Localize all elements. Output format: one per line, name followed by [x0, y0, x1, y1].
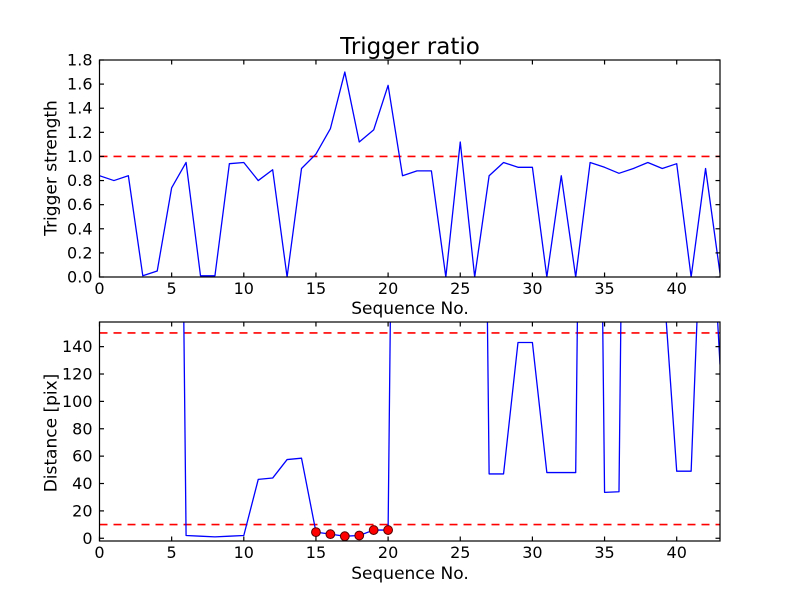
x-tick-label: 35 [594, 279, 614, 298]
y-tick-label: 0.4 [67, 219, 92, 238]
top-y-axis-label: Trigger strength [41, 100, 62, 236]
matched-distance-points [311, 525, 394, 541]
x-tick-label: 0 [94, 279, 104, 298]
y-tick-label: 1.2 [67, 123, 92, 142]
x-tick-label: 15 [306, 543, 326, 562]
data-point-marker [325, 529, 336, 540]
bottom-x-axis-label: Sequence No. [351, 564, 469, 584]
y-tick-label: 140 [62, 337, 93, 356]
plot-data-area [99, 71, 720, 277]
x-tick-label: 40 [667, 543, 687, 562]
x-tick-label: 20 [378, 543, 398, 562]
bottom-y-axis-label: Distance [pix] [41, 373, 62, 493]
tick-marks [98, 59, 720, 278]
x-tick-label: 5 [167, 543, 177, 562]
y-tick-label: 40 [72, 474, 92, 493]
y-tick-label: 1.0 [67, 147, 92, 166]
y-tick-label: 1.6 [67, 75, 92, 94]
tick-labels: 0 5 10 15 20 25 30 35 40 0 20 40 60 80 100 120 140 [62, 337, 687, 562]
x-tick-label: 15 [306, 279, 326, 298]
x-tick-label: 40 [667, 279, 687, 298]
y-tick-label: 80 [72, 419, 92, 438]
chart-title: Trigger ratio [340, 34, 480, 60]
axes-spines [98, 321, 721, 542]
x-tick-label: 10 [234, 543, 254, 562]
y-tick-label: 1.8 [67, 51, 92, 70]
y-tick-label: 120 [62, 365, 93, 384]
x-tick-label: 10 [234, 279, 254, 298]
distance-line [183, 322, 720, 538]
x-tick-label: 20 [378, 279, 398, 298]
tick-marks [98, 322, 720, 541]
x-tick-label: 30 [522, 279, 542, 298]
x-tick-label: 35 [594, 543, 614, 562]
trigger-strength-line [99, 71, 720, 277]
top-x-axis-label: Sequence No. [351, 299, 469, 319]
top-plot: 0 5 10 15 20 25 30 35 40 0.0 0.2 0.4 0.6 0.8 1.0 1.2 1.4… [67, 51, 721, 299]
y-tick-label: 0.2 [67, 243, 92, 262]
y-tick-label: 0.6 [67, 195, 92, 214]
y-tick-label: 100 [62, 392, 93, 411]
plot-data-area [99, 322, 720, 541]
data-point-marker [354, 530, 365, 541]
data-point-marker [311, 527, 321, 538]
x-tick-label: 25 [450, 279, 470, 298]
axes-spines [98, 59, 721, 278]
y-tick-label: 20 [72, 501, 92, 520]
data-point-marker [383, 525, 394, 535]
x-tick-label: 25 [450, 543, 470, 562]
bottom-plot: 0 5 10 15 20 25 30 35 40 0 20 40 60 80 100 120 140 [62, 321, 721, 562]
data-point-marker [339, 531, 350, 541]
y-tick-label: 1.4 [67, 99, 92, 118]
y-tick-label: 0.0 [67, 268, 92, 287]
y-tick-label: 60 [72, 447, 92, 466]
x-tick-label: 0 [94, 543, 104, 562]
x-tick-label: 5 [167, 279, 177, 298]
x-tick-label: 30 [522, 543, 542, 562]
data-point-marker [368, 525, 379, 535]
y-tick-label: 0 [82, 529, 92, 548]
y-tick-label: 0.8 [67, 171, 92, 190]
tick-labels: 0 5 10 15 20 25 30 35 40 0.0 0.2 0.4 0.6 0.8 1.0 1.2 1.4… [67, 51, 687, 299]
